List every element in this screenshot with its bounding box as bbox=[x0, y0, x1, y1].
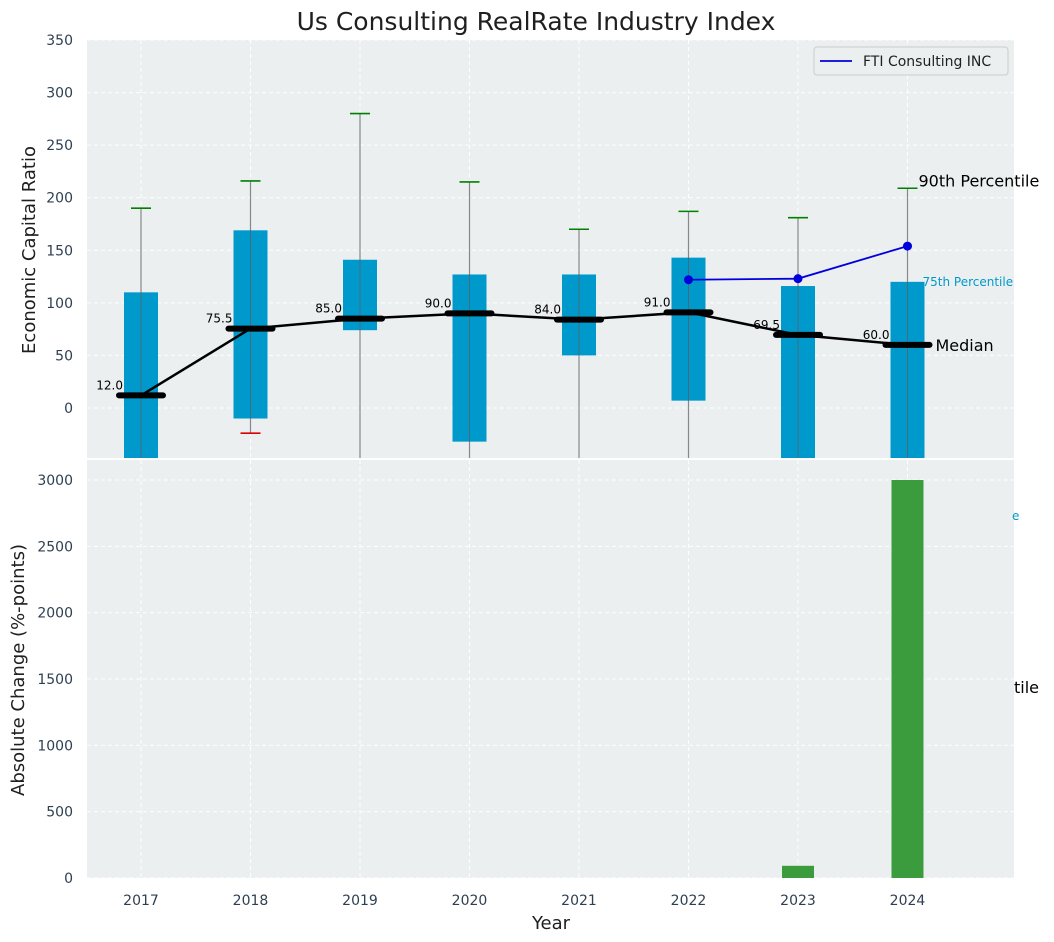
top-y-tick-label: 150 bbox=[46, 243, 73, 259]
change-bar bbox=[782, 865, 814, 878]
median-trend bbox=[140, 311, 908, 397]
x-tick-label: 2023 bbox=[780, 893, 816, 909]
bottom-plot-area bbox=[87, 460, 1014, 878]
top-y-tick-label: 300 bbox=[46, 86, 73, 102]
median-trend-line bbox=[140, 311, 908, 397]
bottom-y-ticks: 0 500 1000 1500 2000 2500 3000 bbox=[37, 473, 73, 887]
bottom-y-tick-label: 3000 bbox=[37, 473, 73, 489]
top-y-tick-label: 50 bbox=[55, 348, 73, 364]
clipped-annotations: e tile bbox=[1012, 509, 1039, 697]
bottom-y-tick-label: 2500 bbox=[37, 539, 73, 555]
top-y-ticks: 0 50 100 150 200 250 300 350 bbox=[46, 33, 73, 417]
top-y-tick-label: 350 bbox=[46, 33, 73, 49]
legend-box bbox=[813, 46, 1009, 76]
median-value-label: 69.5 bbox=[753, 318, 780, 332]
top-y-tick-label: 100 bbox=[46, 296, 73, 312]
change-bars bbox=[782, 480, 924, 878]
legend: FTI Consulting INC bbox=[813, 46, 1009, 76]
company-series bbox=[684, 241, 912, 285]
x-tick-label: 2022 bbox=[671, 893, 707, 909]
median-annotation-fragment: tile bbox=[1014, 678, 1039, 697]
company-point bbox=[793, 274, 803, 284]
bottom-y-tick-label: 2000 bbox=[37, 606, 73, 622]
top-y-tick-label: 250 bbox=[46, 138, 73, 154]
top-plot-area bbox=[87, 40, 1014, 458]
median-value-label: 85.0 bbox=[315, 302, 342, 316]
median-value-label: 84.0 bbox=[534, 303, 561, 317]
median-value-label: 12.0 bbox=[96, 378, 123, 392]
p90-annotation: 90th Percentile bbox=[919, 171, 1040, 190]
x-axis-title: Year bbox=[531, 913, 571, 934]
top-y-axis-title: Economic Capital Ratio bbox=[19, 146, 40, 354]
x-tick-label: 2018 bbox=[233, 893, 269, 909]
top-panel: 0 50 100 150 200 250 300 350 12.0 75.5 85.0 90.0 84… bbox=[46, 33, 1039, 458]
median-annotation: Median bbox=[936, 336, 994, 355]
bottom-y-tick-label: 0 bbox=[64, 871, 73, 887]
x-tick-label: 2019 bbox=[342, 893, 378, 909]
bottom-y-axis-title: Absolute Change (%-points) bbox=[8, 544, 29, 796]
top-y-tick-label: 200 bbox=[46, 191, 73, 207]
median-value-label: 91.0 bbox=[644, 295, 671, 309]
median-value-label: 75.5 bbox=[206, 312, 233, 326]
x-tick-label: 2021 bbox=[561, 893, 597, 909]
bottom-y-tick-label: 1500 bbox=[37, 672, 73, 688]
x-ticks: 2017 2018 2019 2020 2021 2022 2023 2024 bbox=[123, 893, 925, 909]
chart-title: Us Consulting RealRate Industry Index bbox=[297, 7, 776, 36]
box-plots: 12.0 75.5 85.0 90.0 84.0 91.0 69.5 60.0 bbox=[96, 112, 933, 458]
median-value-label: 60.0 bbox=[863, 328, 890, 342]
bottom-y-tick-label: 500 bbox=[46, 805, 73, 821]
company-point bbox=[684, 275, 693, 285]
bottom-y-tick-label: 1000 bbox=[37, 738, 73, 754]
bottom-gridlines bbox=[87, 460, 1014, 879]
top-y-tick-label: 0 bbox=[64, 401, 73, 417]
median-value-label: 90.0 bbox=[425, 296, 452, 310]
x-tick-label: 2017 bbox=[123, 893, 159, 909]
bottom-panel: 0 500 1000 1500 2000 2500 3000 e tile bbox=[37, 460, 1039, 887]
change-bar bbox=[891, 480, 924, 878]
x-tick-label: 2024 bbox=[890, 893, 926, 909]
company-point bbox=[903, 241, 912, 251]
p75-annotation-fragment: e bbox=[1012, 509, 1019, 523]
p75-annotation: 75th Percentile bbox=[923, 275, 1014, 289]
percentile-annotations: 90th Percentile 75th Percentile Median bbox=[919, 171, 1040, 355]
x-tick-label: 2020 bbox=[452, 893, 488, 909]
legend-label: FTI Consulting INC bbox=[863, 54, 991, 70]
